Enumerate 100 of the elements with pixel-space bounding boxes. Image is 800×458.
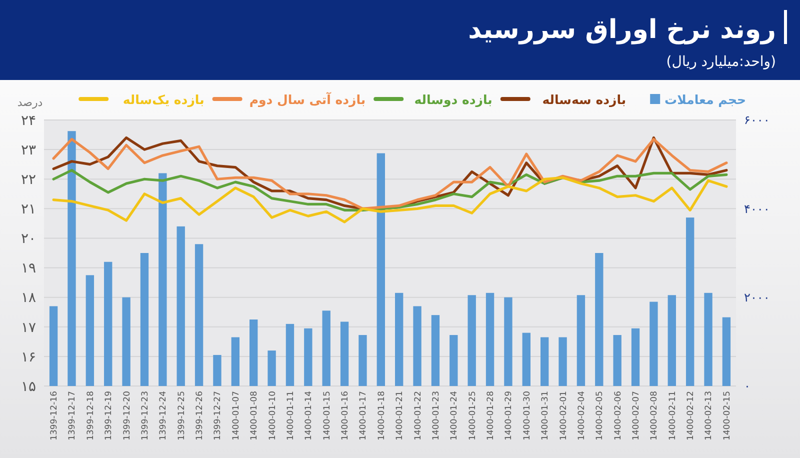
x-tick-label: 1400-02-05 [595,391,606,440]
x-tick-label: 1400-01-14 [304,391,314,440]
bar [286,324,294,386]
bar [340,322,349,386]
x-tick-label: 1400-02-12 [686,391,696,440]
bar [213,354,222,386]
bar [576,295,586,386]
bar [686,218,694,386]
bar [376,153,385,386]
x-tick-label: 1400-02-13 [704,391,714,440]
bar [122,297,130,386]
bar [194,244,204,386]
y2-tick-label: ۴۰۰۰ [744,202,770,216]
x-tick-label: 1399-12-20 [122,391,132,440]
bar [158,173,167,386]
x-tick-label: 1400-02-01 [558,391,569,440]
x-tick-label: 1400-02-08 [650,391,660,440]
x-tick-label: 1400-01-11 [286,391,296,440]
bar [250,320,258,386]
x-tick-label: 1400-01-18 [376,391,387,440]
x-tick-label: 1400-02-15 [722,391,732,440]
x-tick-label: 1400-01-29 [504,391,514,440]
legend-label: بازده سه‌ساله [542,92,626,108]
bar [450,335,458,386]
x-tick-label: 1399-12-24 [158,391,169,440]
y-tick-label: ۱۶ [20,349,36,366]
bar [176,226,185,386]
bar [86,275,94,386]
bar [668,295,676,386]
x-tick-label: 1399-12-17 [68,391,78,440]
y2-tick-label: ۶۰۰۰ [744,113,770,128]
x-tick-label: 1400-02-06 [613,391,624,440]
x-tick-label: 1400-02-11 [668,391,678,440]
x-tick-label: 1400-01-22 [413,391,424,440]
bar [104,262,112,386]
x-tick-label: 1400-02-04 [576,391,587,440]
x-tick-label: 1399-12-25 [176,391,187,440]
x-tick-label: 1399-12-23 [140,391,150,440]
x-tick-label: 1400-01-08 [250,391,260,440]
bar [558,337,567,386]
chart-subtitle: (واحد:میلیارد ریال) [666,54,776,70]
x-tick-label: 1400-01-30 [522,391,532,440]
x-tick-label: 1400-01-10 [268,391,278,440]
y-tick-label: ۱۸ [20,290,36,306]
bar [140,253,149,386]
x-tick-label: 1400-01-23 [431,391,442,440]
legend-label: بازده یک‌ساله [122,92,204,108]
bar [595,253,604,386]
bar [540,337,549,386]
bar [486,292,494,386]
chart-title: روند نرخ اوراق سررسید [468,15,776,45]
bar [631,328,640,386]
y-tick-label: ۲۴ [20,112,36,129]
bar [522,332,530,386]
x-tick-label: 1400-01-07 [231,391,242,440]
y-tick-label: ۲۱ [20,202,36,218]
y-tick-label: ۱۵ [20,378,36,395]
bar [468,295,476,386]
bar [231,337,240,386]
x-tick-label: 1399-12-16 [50,391,60,440]
x-tick-label: 1400-01-15 [322,391,332,440]
x-tick-label: 1399-12-18 [86,391,96,440]
legend-label: بازده آتی سال دوم [249,92,366,108]
x-tick-label: 1400-01-21 [395,391,406,440]
bar [322,310,330,386]
bar [49,306,58,386]
x-tick-label: 1400-01-16 [340,391,351,440]
bar [268,350,276,386]
bar [722,317,731,386]
x-tick-label: 1400-01-31 [540,391,551,440]
x-tick-label: 1400-01-28 [486,391,496,440]
bar [650,302,658,386]
x-tick-label: 1399-12-19 [104,391,114,440]
x-tick-label: 1399-12-27 [213,391,224,440]
bar [704,292,712,386]
line-series [52,176,728,224]
x-tick-label: 1400-02-07 [631,391,642,440]
y-tick-label: ۲۳ [20,142,36,158]
bar [613,335,622,386]
x-tick-label: 1400-01-17 [358,391,369,440]
bar [504,297,512,386]
x-tick-label: 1400-01-25 [468,391,478,440]
y-tick-label: ۱۹ [20,260,36,277]
y2-tick-label: ۰ [744,379,750,394]
x-tick-label: 1399-12-26 [195,391,206,440]
y-axis-title: درصد [17,96,43,109]
bar [68,131,76,386]
bar [395,292,404,386]
y2-tick-label: ۲۰۰۰ [744,290,770,305]
bar [431,315,440,386]
x-tick-label: 1400-01-24 [450,391,460,440]
y-tick-label: ۲۲ [20,172,36,188]
y-tick-label: ۲۰ [20,231,36,248]
line-series [52,168,728,212]
bar [413,306,422,386]
bar [304,328,312,386]
legend-label: حجم معاملات [664,92,746,108]
y-tick-label: ۱۷ [20,320,36,336]
legend-label: بازده دوساله [414,92,492,108]
bar [358,335,367,386]
